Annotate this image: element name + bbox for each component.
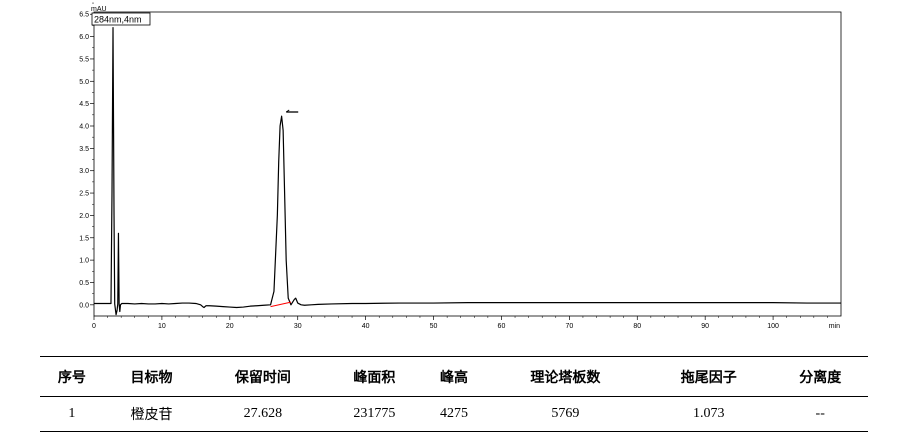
cell-index: 1 bbox=[40, 396, 104, 432]
header-peak-height: 峰高 bbox=[422, 356, 486, 397]
x-tick-label: 50 bbox=[430, 323, 438, 330]
cell-peak-height: 4275 bbox=[422, 396, 486, 432]
header-peak-area: 峰面积 bbox=[326, 356, 423, 397]
chromatogram-svg: 0.0 0.5 1.0 1.5 2.0 2.5 3.0 3.5 4.0 4.5 5.0 5.5 6.0 6… bbox=[79, 2, 842, 330]
header-retention-time: 保留时间 bbox=[199, 356, 327, 397]
x-tick-label: 90 bbox=[701, 323, 709, 330]
y-tick-label: 0.5 bbox=[79, 280, 89, 287]
y-tick-label: 0.0 bbox=[79, 302, 89, 309]
y-tick-label: 3.5 bbox=[79, 146, 89, 153]
y-tick-label: 5.5 bbox=[79, 56, 89, 63]
y-tick-label: 4.5 bbox=[79, 101, 89, 108]
header-theoretical-plates: 理论塔板数 bbox=[485, 356, 646, 397]
results-table: 序号 目标物 保留时间 峰面积 峰高 理论塔板数 拖尾因子 分离度 1 橙皮苷 … bbox=[40, 356, 868, 432]
x-tick-label: 0 bbox=[92, 323, 96, 330]
x-axis-label: min bbox=[829, 323, 840, 330]
x-tick-label: 40 bbox=[362, 323, 370, 330]
cell-retention-time: 27.628 bbox=[199, 396, 327, 432]
cell-theoretical-plates: 5769 bbox=[485, 396, 646, 432]
y-tick-label: 1.0 bbox=[79, 258, 89, 265]
table-row: 1 橙皮苷 27.628 231775 4275 5769 1.073 -- bbox=[40, 396, 868, 432]
table-header-row: 序号 目标物 保留时间 峰面积 峰高 理论塔板数 拖尾因子 分离度 bbox=[40, 356, 868, 397]
cell-tailing-factor: 1.073 bbox=[645, 396, 773, 432]
legend-label: 284nm,4nm bbox=[94, 15, 142, 25]
y-tick-label: 2.5 bbox=[79, 191, 89, 198]
header-index: 序号 bbox=[40, 356, 104, 397]
chromatogram-chart: 0.0 0.5 1.0 1.5 2.0 2.5 3.0 3.5 4.0 4.5 5.0 5.5 6.0 6… bbox=[79, 2, 842, 330]
baseline-segment bbox=[270, 301, 292, 308]
x-tick-label: 10 bbox=[158, 323, 166, 330]
header-resolution: 分离度 bbox=[772, 356, 868, 397]
x-tick-label: 100 bbox=[767, 323, 779, 330]
x-tick-label: 30 bbox=[294, 323, 302, 330]
header-compound: 目标物 bbox=[103, 356, 200, 397]
y-axis-label: mAU bbox=[91, 6, 107, 13]
x-tick-label: 60 bbox=[498, 323, 506, 330]
x-tick-label: 20 bbox=[226, 323, 234, 330]
y-tick-label: 3.0 bbox=[79, 168, 89, 175]
y-tick-label: 6.0 bbox=[79, 34, 89, 41]
legend-box bbox=[91, 12, 151, 26]
cell-compound: 橙皮苷 bbox=[103, 396, 200, 432]
cell-peak-area: 231775 bbox=[326, 396, 423, 432]
plot-frame bbox=[93, 11, 842, 317]
y-tick-label: 6.5 bbox=[79, 12, 89, 19]
x-tick-label: 80 bbox=[633, 323, 641, 330]
cell-resolution: -- bbox=[772, 396, 868, 432]
y-tick-label: 5.0 bbox=[79, 79, 89, 86]
peak-marker-head bbox=[285, 109, 290, 113]
y-tick-label: 4.0 bbox=[79, 124, 89, 131]
series-line bbox=[94, 27, 841, 316]
y-tick-label: 2.0 bbox=[79, 213, 89, 220]
y-tick-label: 1.5 bbox=[79, 235, 89, 242]
x-tick-label: 70 bbox=[565, 323, 573, 330]
header-tailing-factor: 拖尾因子 bbox=[645, 356, 773, 397]
